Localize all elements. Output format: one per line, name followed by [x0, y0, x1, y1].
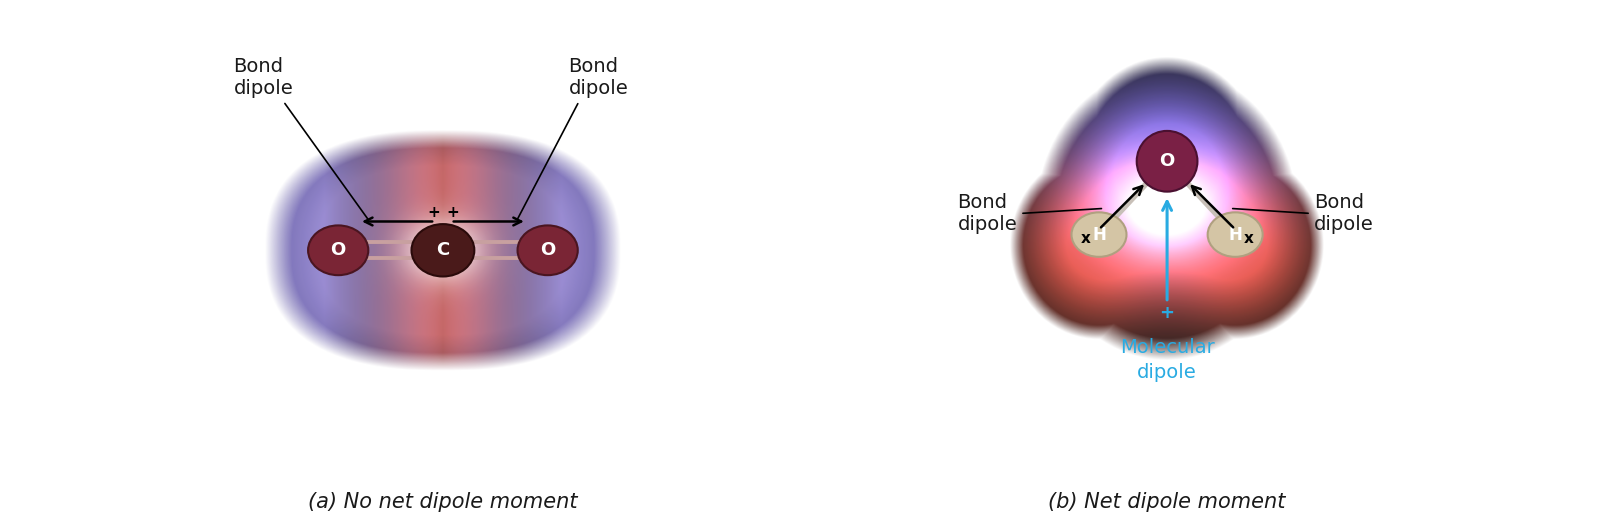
Text: O: O [1159, 152, 1175, 170]
Ellipse shape [1208, 212, 1262, 257]
Text: H: H [1228, 226, 1241, 244]
Text: x: x [1080, 231, 1092, 246]
Text: O: O [330, 242, 346, 259]
Text: x: x [1243, 231, 1253, 246]
Ellipse shape [412, 224, 475, 277]
Text: Bond
dipole: Bond dipole [1233, 193, 1373, 234]
Text: H: H [1092, 226, 1106, 244]
Ellipse shape [517, 226, 578, 275]
Text: (b) Net dipole moment: (b) Net dipole moment [1048, 492, 1286, 512]
Ellipse shape [308, 226, 369, 275]
Text: C: C [436, 242, 449, 259]
Text: +: + [446, 205, 459, 220]
Circle shape [1137, 131, 1198, 192]
Ellipse shape [1072, 212, 1127, 257]
Text: Molecular
dipole: Molecular dipole [1119, 338, 1214, 383]
Text: +: + [427, 205, 440, 220]
Text: Bond
dipole: Bond dipole [958, 193, 1101, 234]
Text: O: O [539, 242, 555, 259]
Text: (a) No net dipole moment: (a) No net dipole moment [308, 492, 578, 512]
Text: +: + [1159, 304, 1175, 322]
Text: Bond
dipole: Bond dipole [233, 57, 369, 219]
Text: Bond
dipole: Bond dipole [517, 57, 628, 219]
